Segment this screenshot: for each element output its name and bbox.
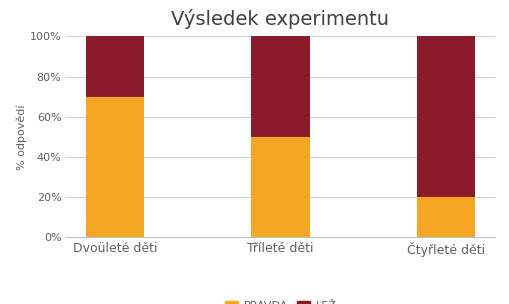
Legend: PRAVDA, LEŽ: PRAVDA, LEŽ xyxy=(220,296,340,304)
Bar xyxy=(251,137,309,237)
Title: Výsledek experimentu: Výsledek experimentu xyxy=(171,9,389,29)
Y-axis label: % odpovědí: % odpovědí xyxy=(16,104,27,170)
Bar xyxy=(86,36,144,97)
Bar xyxy=(416,197,474,237)
Bar xyxy=(86,97,144,237)
Bar xyxy=(416,36,474,197)
Bar xyxy=(251,36,309,137)
